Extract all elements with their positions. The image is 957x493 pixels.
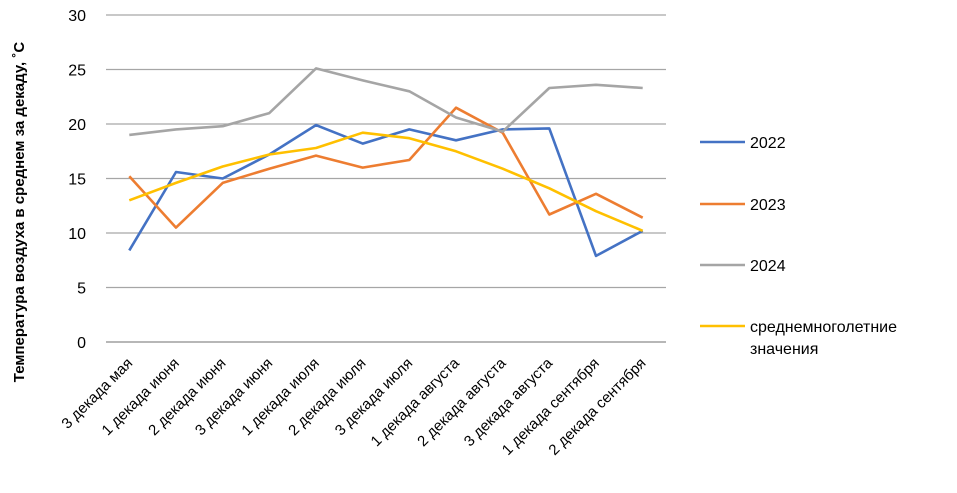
series-line-2024 xyxy=(129,67,643,137)
legend-item: среднемноголетние значения xyxy=(700,319,897,358)
y-tick-label: 20 xyxy=(68,117,86,134)
grid-lines xyxy=(106,14,666,343)
y-tick-label: 5 xyxy=(77,281,86,298)
y-axis-ticks: 0 5 10 15 20 25 30 xyxy=(68,8,86,352)
legend-label: среднемноголетние xyxy=(750,319,897,336)
legend-item: 2022 xyxy=(700,135,786,152)
legend: 2022 2023 2024 среднемноголетние значения xyxy=(700,135,897,358)
legend-label: 2023 xyxy=(750,197,786,214)
y-tick-label: 10 xyxy=(68,226,86,243)
legend-label: 2024 xyxy=(750,258,786,275)
legend-item: 2024 xyxy=(700,258,786,275)
y-tick-label: 0 xyxy=(77,335,86,352)
legend-label: 2022 xyxy=(750,135,786,152)
legend-item: 2023 xyxy=(700,197,786,214)
series-line-2022 xyxy=(128,123,644,258)
y-tick-label: 30 xyxy=(68,8,86,25)
series-line-среднемноголетние-значения xyxy=(128,131,644,232)
y-axis-label: Температура воздуха в среднем за декаду,… xyxy=(11,42,28,383)
series-line-2023 xyxy=(128,106,644,229)
series-lines xyxy=(128,67,644,258)
legend-label: значения xyxy=(750,341,818,358)
y-tick-label: 25 xyxy=(68,63,86,80)
y-tick-label: 15 xyxy=(68,172,86,189)
